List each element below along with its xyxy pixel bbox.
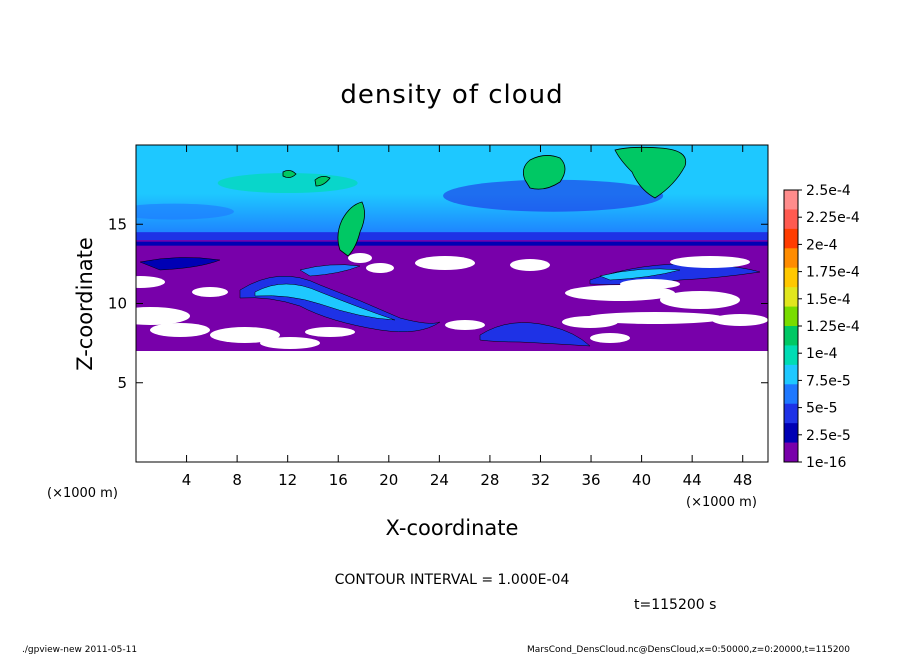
clear-gap — [670, 256, 750, 268]
upper-dense-patch — [443, 179, 664, 212]
colorbar: 2.5e-4 2.25e-4 2e-4 1.75e-4 1.5e-4 1.25e-4 1e-… — [783, 183, 860, 471]
colorbar-swatch — [784, 248, 798, 269]
high-density-contour — [337, 201, 365, 257]
colorbar-label: 1e-16 — [806, 455, 846, 471]
clear-gap — [192, 287, 228, 297]
x-tick-label: 28 — [480, 471, 499, 489]
colorbar-label: 2.25e-4 — [806, 210, 860, 226]
clear-gap — [366, 263, 394, 273]
x-tick-label: 4 — [182, 471, 192, 489]
colorbar-swatch — [784, 364, 798, 385]
clear-gap — [415, 256, 475, 270]
footer-right: MarsCond_DensCloud.nc@DensCloud,x=0:5000… — [527, 645, 850, 654]
x-tick-label: 40 — [632, 471, 651, 489]
colorbar-swatch — [784, 306, 798, 327]
clear-gap — [620, 279, 680, 289]
colorbar-label: 1.5e-4 — [806, 292, 851, 308]
x-tick-label: 24 — [430, 471, 449, 489]
colorbar-swatch — [784, 209, 798, 230]
clear-gap — [260, 337, 320, 349]
clear-gap — [136, 307, 190, 325]
dense-layer-streak — [479, 322, 591, 347]
colorbar-swatch — [784, 345, 798, 366]
x-tick-label: 36 — [581, 471, 600, 489]
clear-gap — [510, 259, 550, 271]
colorbar-label: 1e-4 — [806, 346, 838, 362]
colorbar-label: 1.75e-4 — [806, 265, 860, 281]
y-tick-label: 10 — [108, 295, 127, 313]
dense-layer-streak — [139, 257, 221, 271]
clear-gap — [562, 316, 618, 328]
dense-layer-streak — [599, 268, 681, 281]
colorbar-label: 2.5e-4 — [806, 183, 851, 199]
clear-gap — [305, 327, 355, 337]
colorbar-label: 7.5e-5 — [806, 373, 851, 389]
clear-gap — [210, 327, 280, 343]
footer-left: ./gpview-new 2011-05-11 — [22, 645, 137, 654]
colorbar-swatch — [784, 287, 798, 307]
colorbar-swatch — [784, 190, 798, 210]
high-density-contour — [522, 155, 566, 190]
clear-gap — [660, 291, 740, 309]
x-axis: 4 8 12 16 20 24 28 32 36 40 44 48 — [182, 145, 752, 489]
high-density-contour — [282, 170, 297, 178]
y-tick-label: 15 — [108, 215, 127, 233]
dense-layer-streak — [299, 264, 361, 277]
x-tick-label: 48 — [733, 471, 752, 489]
clear-gap — [585, 312, 725, 324]
clear-gap — [150, 323, 210, 337]
contour-interval-text: CONTOUR INTERVAL = 1.000E-04 — [335, 572, 570, 588]
high-density-contour — [314, 176, 331, 187]
clear-region — [136, 351, 768, 462]
colorbar-swatch — [784, 267, 798, 288]
colorbar-label: 1.25e-4 — [806, 319, 860, 335]
clear-gap — [590, 333, 630, 343]
density-field — [136, 145, 768, 462]
plot-area — [136, 145, 768, 462]
y-axis-title: Z-coordinate — [73, 237, 97, 371]
z-unit-label: (×1000 m) — [47, 486, 118, 501]
chart-title: density of cloud — [340, 80, 563, 110]
clear-gap — [348, 253, 372, 263]
colorbar-label: 5e-5 — [806, 401, 837, 417]
colorbar-swatch — [784, 326, 798, 346]
colorbar-swatch — [784, 228, 798, 249]
clear-gap — [445, 320, 485, 330]
colorbar-swatch — [784, 384, 798, 405]
dense-layer-streak — [254, 283, 396, 321]
y-tick-label: 5 — [117, 374, 127, 392]
x-tick-label: 44 — [683, 471, 702, 489]
clear-gap — [712, 314, 768, 326]
x-tick-label: 12 — [278, 471, 297, 489]
time-label: t=115200 s — [634, 597, 716, 613]
x-axis-title: X-coordinate — [386, 516, 519, 540]
colorbar-label: 2e-4 — [806, 237, 838, 253]
colorbar-swatch — [784, 403, 798, 424]
x-unit-label: (×1000 m) — [686, 495, 757, 510]
x-tick-label: 20 — [379, 471, 398, 489]
colorbar-swatch — [784, 442, 798, 463]
dense-layer-top-edge — [136, 241, 768, 246]
colorbar-swatch — [784, 423, 798, 443]
upper-blue-patch — [136, 203, 234, 220]
y-axis: 5 10 15 — [108, 215, 768, 392]
high-density-contour — [614, 146, 687, 199]
colorbar-label: 2.5e-5 — [806, 428, 851, 444]
x-tick-label: 32 — [531, 471, 550, 489]
x-tick-label: 16 — [329, 471, 348, 489]
clear-gap — [136, 276, 165, 288]
clear-gap — [565, 285, 675, 301]
x-tick-label: 8 — [232, 471, 242, 489]
